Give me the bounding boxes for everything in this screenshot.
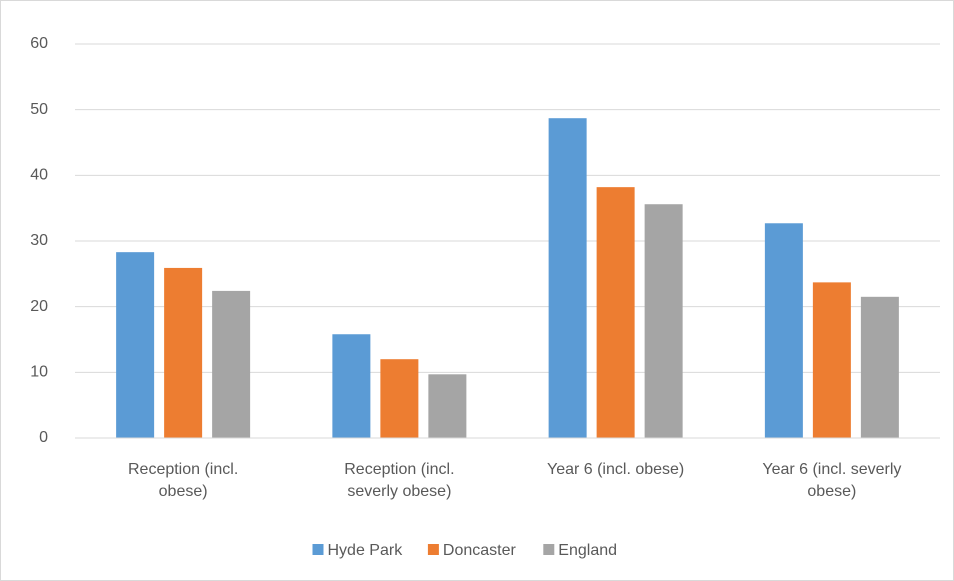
bar (812, 282, 851, 438)
bar (764, 223, 803, 438)
y-tick-label: 60 (30, 35, 48, 52)
y-tick-label: 40 (30, 167, 48, 184)
legend-label: England (558, 542, 617, 559)
legend-swatch (427, 544, 439, 555)
bar (116, 252, 155, 438)
legend-swatch (312, 544, 324, 555)
y-tick-label: 0 (39, 429, 48, 446)
x-tick-label: Year 6 (incl. obese) (546, 461, 685, 478)
x-tick-label: Reception (incl. severly obese) (344, 461, 455, 500)
y-tick-label: 50 (30, 101, 48, 118)
bar (860, 296, 899, 438)
bar (212, 290, 251, 438)
x-tick-label: Reception (incl. obese) (127, 461, 239, 500)
y-tick-label: 10 (30, 364, 48, 381)
x-tick-label: Year 6 (incl. severly obese) (762, 461, 902, 500)
bar (380, 359, 419, 438)
y-tick-label: 30 (30, 232, 48, 249)
y-tick-label: 20 (30, 298, 48, 315)
legend-label: Hyde Park (328, 542, 404, 559)
legend-swatch (543, 544, 555, 555)
bar (164, 267, 203, 438)
bar (596, 187, 635, 438)
bar (644, 204, 683, 438)
bar (332, 334, 371, 438)
legend-label: Doncaster (443, 542, 517, 559)
bar (428, 374, 467, 438)
bar (548, 118, 587, 438)
